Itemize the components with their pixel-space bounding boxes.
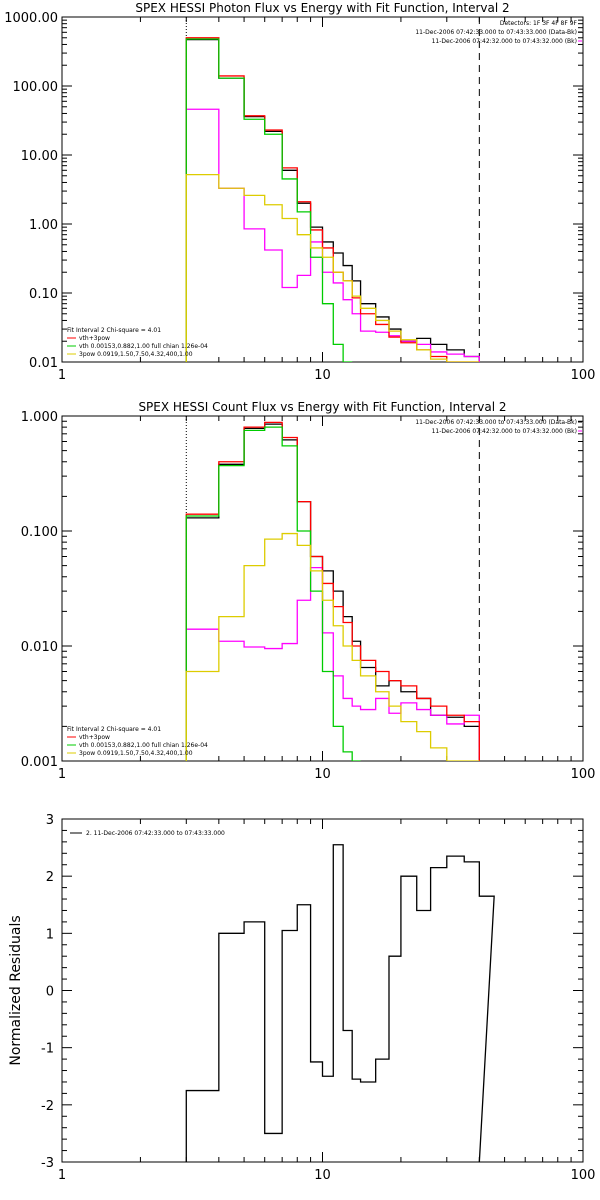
y-tick-label: 10.00 <box>21 149 58 164</box>
legend-topright-line: 11-Dec-2006 07:42:33.000 to 07:43:33.000… <box>415 29 577 36</box>
plot-area-3 <box>185 844 495 1162</box>
y-tick-label: 0 <box>46 985 54 1000</box>
x-tick-label: 10 <box>314 767 331 782</box>
legend-bottomleft-line: Fit Interval 2 Chi-square = 4.01 <box>67 726 161 733</box>
y-tick-label: 1.00 <box>29 218 58 233</box>
x-tick-label: 100 <box>571 368 596 383</box>
x-tick-label: 1 <box>58 767 66 782</box>
series-2-2 <box>185 567 480 761</box>
legend-topright-line: Detectors: 1F 3F 4F 8F 9F <box>500 20 578 27</box>
legend-bottomleft-line: vth+3pow <box>79 734 110 741</box>
y-tick-label: 1.000 <box>21 410 58 425</box>
series-1-2 <box>185 108 480 362</box>
series-2-3 <box>185 421 480 761</box>
y-tick-label: 1 <box>46 927 54 942</box>
y-tick-label: 0.01 <box>29 356 58 371</box>
series-3-1 <box>185 844 495 1162</box>
y-tick-label: 0.100 <box>21 525 58 540</box>
x-tick-label: 10 <box>314 1168 331 1183</box>
y-tick-label: -1 <box>41 1042 54 1057</box>
y-tick-label: 0.010 <box>21 640 58 655</box>
x-tick-label: 10 <box>314 368 331 383</box>
legend-line: 2. 11-Dec-2006 07:42:33.000 to 07:43:33.… <box>86 830 225 837</box>
chart-title-2: SPEX HESSI Count Flux vs Energy with Fit… <box>138 400 506 414</box>
y-tick-label: 0.10 <box>29 287 58 302</box>
y-tick-label: -3 <box>41 1156 54 1171</box>
series-1-5 <box>185 173 480 362</box>
y-tick-label: 2 <box>46 870 54 885</box>
y-tick-label: 1000.00 <box>4 11 58 26</box>
legend-bottomleft-line: 3pow 0.0919,1.50,7.50,4.32,400,1.00 <box>79 351 193 358</box>
y-tick-label: 0.001 <box>21 755 58 770</box>
plot-frame-3 <box>61 818 584 1163</box>
legend-topright-line: 11-Dec-2006 07:42:33.000 to 07:43:33.000… <box>415 419 577 426</box>
chart-title-1: SPEX HESSI Photon Flux vs Energy with Fi… <box>135 1 509 15</box>
x-tick-label: 1 <box>58 1168 66 1183</box>
plot-area-1 <box>185 37 480 362</box>
y-tick-label: 100.00 <box>13 80 59 95</box>
y-tick-label: 3 <box>46 813 54 828</box>
legend-bottomleft-line: vth 0.00153,0.882,1.00 full chian 1.26e-… <box>79 742 208 749</box>
x-tick-label: 100 <box>571 767 596 782</box>
legend-topright-line: 11-Dec-2006 07:42:32.000 to 07:43:32.000… <box>432 38 577 45</box>
plot-frame-1 <box>61 16 584 363</box>
series-2-4 <box>185 426 361 761</box>
legend-bottomleft-line: 3pow 0.0919,1.50,7.50,4.32,400,1.00 <box>79 750 193 757</box>
x-tick-label: 100 <box>571 1168 596 1183</box>
y-axis-label: Normalized Residuals <box>8 915 24 1065</box>
series-2-5 <box>185 532 480 761</box>
legend-topright-line: 11-Dec-2006 07:42:32.000 to 07:43:32.000… <box>432 428 577 435</box>
legend-bottomleft-line: vth 0.00153,0.882,1.00 full chian 1.26e-… <box>79 343 208 350</box>
legend-bottomleft-line: Fit Interval 2 Chi-square = 4.01 <box>67 327 161 334</box>
legend-bottomleft-line: vth+3pow <box>79 335 110 342</box>
series-1-4 <box>185 38 353 362</box>
plot-area-2 <box>185 421 480 761</box>
y-tick-label: -2 <box>41 1099 54 1114</box>
x-tick-label: 1 <box>58 368 66 383</box>
